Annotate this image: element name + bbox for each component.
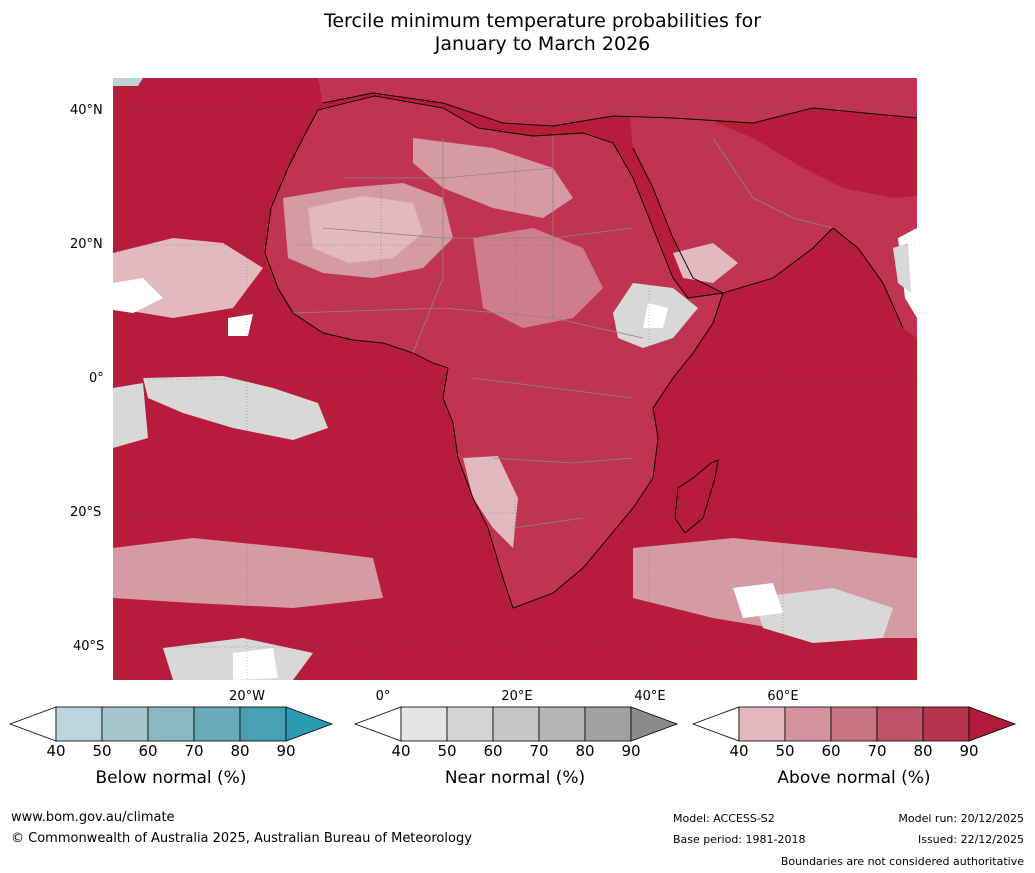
colorbar-segment [876,706,924,742]
colorbar-tick-label: 80 [230,742,250,760]
sahara-light-patch-2 [308,196,423,263]
namibia-light [463,456,518,548]
colorbar-segment [101,706,149,742]
base-period-text: Base period: 1981-2018 [673,833,806,846]
colorbar-strip [8,706,1017,742]
madagascar-coastline [674,459,719,534]
lat-label-0: 0° [89,371,104,386]
colorbar-segment [400,706,448,742]
colorbar-segment [193,706,241,742]
colorbar-tick-label: 90 [276,742,296,760]
website-link[interactable]: www.bom.gov.au/climate [11,810,175,825]
lon-label-60e: 60°E [767,689,799,704]
lat-label-40s: 40°S [73,639,105,654]
europe-landmass [318,78,917,126]
arabia-near-normal [673,243,738,283]
colorbar-title-below: Below normal (%) [95,768,247,788]
colorbar-segment [784,706,832,742]
colorbar-tick-label: 40 [46,742,66,760]
lon-label-0: 0° [375,689,391,704]
india-near [893,243,911,293]
lon-label-40e: 40°E [634,689,666,704]
colorbar-tick-label: 40 [391,742,411,760]
colorbar-segment [55,706,103,742]
colorbar-low-extend [8,706,57,742]
africa-coastline [264,95,724,609]
colorbar-segment [922,706,970,742]
colorbar-tick-label: 60 [483,742,503,760]
atlantic-white-patch [113,278,163,313]
atlantic-near-normal [143,376,328,440]
madagascar [675,460,718,533]
colorbar-low-extend [691,706,740,742]
colorbar-tick-label: 70 [529,742,549,760]
colorbar-tick-label: 60 [138,742,158,760]
south-indian-white [733,583,783,618]
colorbar-high-extend [630,706,679,742]
colorbar-above-normal [691,706,1017,742]
colorbar-tick-label: 90 [959,742,979,760]
south-atlantic-white [233,648,278,680]
country-borders [292,136,834,529]
colorbar-title-above: Above normal (%) [777,768,931,788]
model-text: Model: ACCESS-S2 [673,812,775,825]
colorbar-segment [492,706,540,742]
lon-label-20e: 20°E [501,689,533,704]
central-africa-light [473,228,603,328]
colorbar-below-normal [8,706,334,742]
colorbar-segment [584,706,632,742]
colorbar-segment [830,706,878,742]
colorbar-tick-label: 80 [913,742,933,760]
lat-label-40n: 40°N [70,103,103,118]
map-canvas [113,78,917,680]
colorbar-near-normal [353,706,679,742]
colorbar-tick-label: 50 [437,742,457,760]
colorbar-high-extend [968,706,1017,742]
colorbar-segment [147,706,195,742]
title-line-2: January to March 2026 [434,33,651,55]
europe-coastline [322,92,917,127]
colorbar-title-near: Near normal (%) [444,768,586,788]
colorbar-tick-label: 50 [775,742,795,760]
atlantic-near-normal-2 [113,383,148,448]
probability-map[interactable] [113,78,917,680]
lon-label-20w: 20°W [229,689,265,704]
below-normal-patch [113,78,143,86]
colorbar-tick-label: 50 [92,742,112,760]
chart-title: Tercile minimum temperature probabilitie… [0,10,1035,56]
issued-text: Issued: 22/12/2025 [917,833,1024,846]
colorbar-tick-label: 70 [867,742,887,760]
colorbar-high-extend [285,706,334,742]
lat-label-20n: 20°N [70,237,103,252]
colorbar-tick-label: 60 [821,742,841,760]
lat-label-20s: 20°S [70,505,102,520]
colorbar-tick-label: 40 [729,742,749,760]
disclaimer-text: Boundaries are not considered authoritat… [780,855,1024,868]
colorbar-tick-label: 90 [621,742,641,760]
colorbar-segment [446,706,494,742]
colorbar-segment [738,706,786,742]
model-run-text: Model run: 20/12/2025 [898,812,1024,825]
colorbar-tick-label: 80 [575,742,595,760]
south-atlantic-light [113,538,383,608]
north-africa-light [413,138,573,218]
colorbar-segment [538,706,586,742]
colorbar-low-extend [353,706,402,742]
title-line-1: Tercile minimum temperature probabilitie… [323,10,762,32]
graticule [113,78,917,680]
colorbar-tick-label: 70 [184,742,204,760]
copyright-text: © Commonwealth of Australia 2025, Austra… [11,831,472,846]
south-indian-near [753,588,893,643]
colorbar-segment [239,706,287,742]
